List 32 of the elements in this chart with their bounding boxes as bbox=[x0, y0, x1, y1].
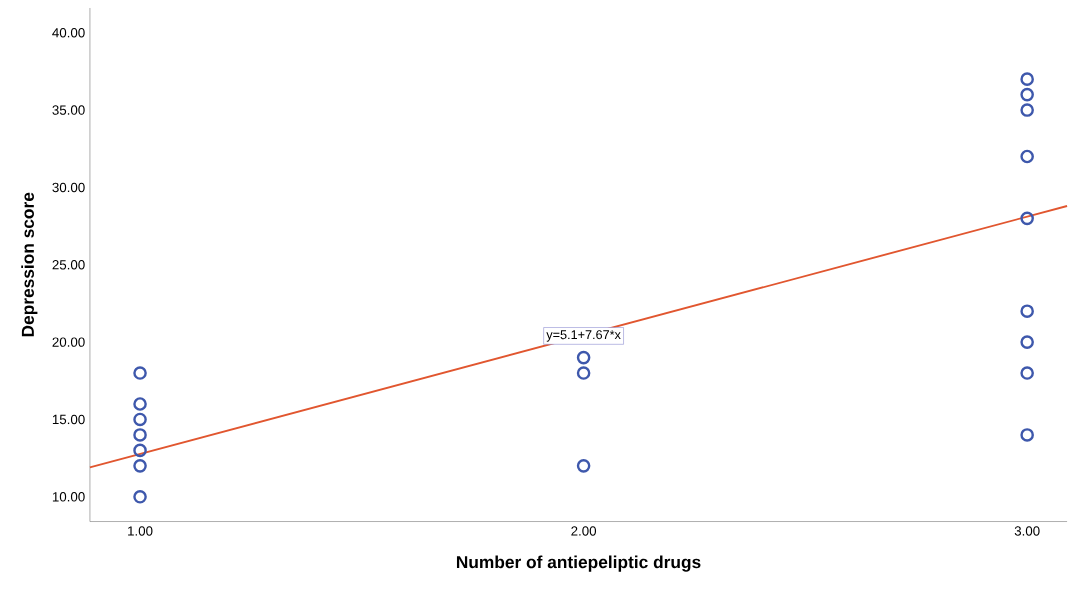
point bbox=[576, 458, 591, 473]
y-tick-label: 25.00 bbox=[52, 259, 85, 270]
point bbox=[133, 458, 147, 473]
point bbox=[1020, 427, 1034, 442]
point bbox=[1020, 211, 1034, 225]
point bbox=[1020, 87, 1034, 102]
annotation: y=5.1+7.67*x bbox=[546, 329, 621, 342]
point bbox=[133, 489, 147, 504]
y-tick-label: 30.00 bbox=[52, 182, 85, 192]
y-tick-label: 10.00 bbox=[52, 491, 85, 502]
point bbox=[1020, 304, 1034, 318]
x-tick-label: 3.00 bbox=[1014, 526, 1040, 536]
y-tick-label: 20.00 bbox=[52, 337, 85, 347]
x-tick-label: 1.00 bbox=[128, 526, 153, 536]
y-tick-label: 15.00 bbox=[52, 414, 85, 424]
point bbox=[1020, 103, 1034, 117]
y-axis-title: Depression score bbox=[21, 192, 38, 337]
point bbox=[576, 366, 591, 380]
point bbox=[133, 443, 147, 457]
x-axis-title: Number of antiepeliptic drugs bbox=[456, 555, 701, 572]
point bbox=[133, 427, 147, 442]
point bbox=[1020, 366, 1034, 380]
y-tick-label: 35.00 bbox=[52, 105, 85, 115]
x-tick-label: 2.00 bbox=[571, 526, 597, 536]
point bbox=[1020, 335, 1034, 349]
y-tick-label: 40.00 bbox=[52, 27, 85, 38]
point bbox=[133, 396, 147, 411]
point bbox=[1020, 149, 1034, 164]
point bbox=[576, 350, 591, 365]
point bbox=[133, 366, 147, 380]
point bbox=[133, 412, 147, 427]
point bbox=[1020, 72, 1034, 86]
